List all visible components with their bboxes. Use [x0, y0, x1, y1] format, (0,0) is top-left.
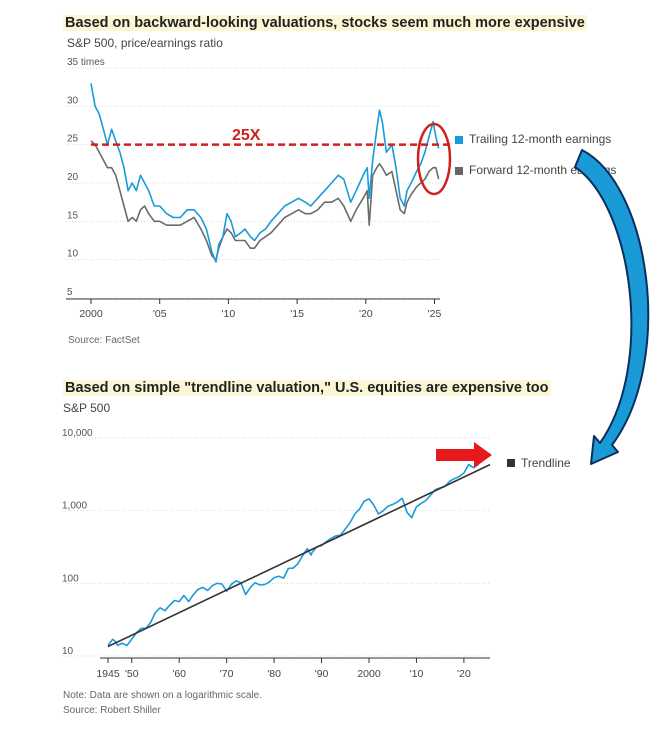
trendline: [107, 463, 491, 648]
x-tick-label: 2000: [79, 308, 103, 320]
legend-swatch-trendline: [507, 459, 515, 467]
chart2-title: Based on simple "trendline valuation," U…: [63, 380, 551, 396]
y-tick-label: 25: [67, 134, 79, 145]
legend-label-trailing: Trailing 12-month earnings: [469, 132, 611, 146]
x-tick-label: '20: [457, 668, 471, 680]
x-tick-label: 2000: [357, 668, 381, 680]
chart2-note: Note: Data are shown on a logarithmic sc…: [63, 690, 262, 701]
x-tick-label: '70: [220, 668, 234, 680]
y-tick-label: 30: [67, 95, 79, 106]
x-tick-label: '05: [153, 308, 167, 320]
y-tick-label: 15: [67, 210, 79, 221]
x-tick-label: '15: [290, 308, 304, 320]
chart1-title: Based on backward-looking valuations, st…: [63, 15, 587, 31]
curved-connector-arrow-icon: [574, 149, 650, 465]
series-line-sp500: [107, 453, 489, 647]
annotation-25x: 25X: [232, 127, 261, 144]
y-tick-label: 10: [67, 249, 79, 260]
chart2-source: Source: Robert Shiller: [63, 705, 161, 716]
y-tick-label: 10: [62, 646, 74, 657]
x-tick-label: '10: [222, 308, 236, 320]
x-tick-label: '80: [267, 668, 281, 680]
series-line-forward: [90, 140, 440, 261]
highlight-circle: [416, 122, 452, 196]
red-arrow-icon: [436, 442, 492, 468]
legend-label-trendline: Trendline: [521, 456, 571, 470]
x-tick-label: '10: [410, 668, 424, 680]
x-tick-label: '25: [428, 308, 442, 320]
y-tick-label: 1,000: [62, 501, 87, 512]
series-line-trailing: [90, 83, 440, 263]
legend-swatch-trailing: [455, 136, 463, 144]
chart1-source: Source: FactSet: [68, 335, 140, 346]
y-tick-label: 5: [67, 287, 73, 298]
y-tick-label: 35 times: [67, 57, 105, 68]
y-tick-label: 20: [67, 172, 79, 183]
x-tick-label: 1945: [96, 668, 120, 680]
chart2-subtitle: S&P 500: [63, 401, 111, 415]
y-tick-label: 100: [62, 573, 79, 584]
chart1-subtitle: S&P 500, price/earnings ratio: [67, 36, 223, 50]
legend-swatch-forward: [455, 167, 463, 175]
y-tick-label: 10,000: [62, 428, 93, 439]
x-tick-label: '20: [359, 308, 373, 320]
x-tick-label: '60: [172, 668, 186, 680]
x-tick-label: '50: [125, 668, 139, 680]
x-tick-label: '90: [315, 668, 329, 680]
